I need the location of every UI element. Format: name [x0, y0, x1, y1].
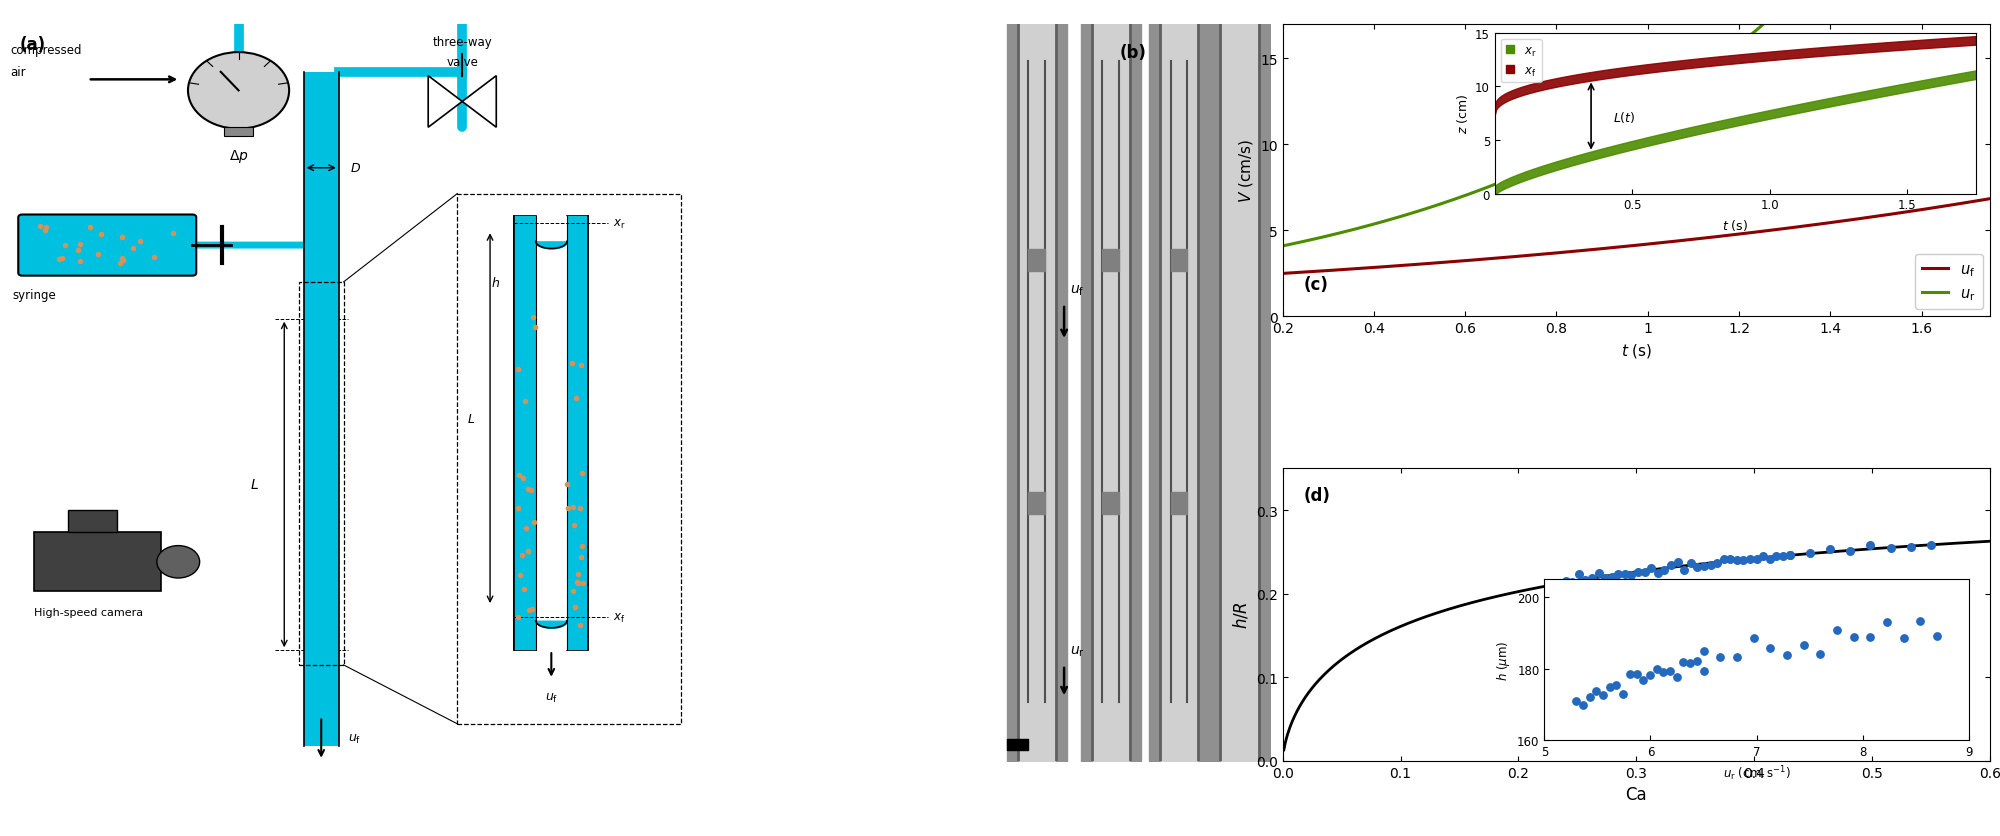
Point: [1556, 576, 1588, 589]
Y-axis label: $V\ \rm(cm/s)$: $V\ \rm(cm/s)$: [1236, 139, 1254, 203]
Point: [1768, 550, 1800, 563]
Text: (d): (d): [1304, 487, 1330, 504]
Point: [1656, 558, 1688, 572]
Text: $u_{\rm f}$: $u_{\rm f}$: [544, 691, 558, 704]
Point: [1688, 559, 1720, 573]
Point: [1674, 557, 1706, 570]
Bar: [458, 194, 682, 724]
Point: [1714, 553, 1746, 566]
Circle shape: [188, 53, 290, 130]
Text: three-way: three-way: [432, 36, 492, 49]
Point: [1616, 569, 1648, 583]
Point: [1668, 563, 1700, 577]
Point: [1748, 549, 1780, 563]
FancyBboxPatch shape: [18, 215, 196, 277]
Bar: [34, 533, 160, 592]
Text: (a): (a): [20, 36, 46, 54]
Point: [1740, 553, 1772, 566]
Text: $u_{\rm r}$: $u_{\rm r}$: [1070, 644, 1084, 658]
Point: [1622, 566, 1654, 579]
Point: [1734, 553, 1766, 566]
Point: [1662, 556, 1694, 569]
Bar: [298, 283, 344, 665]
Point: [1636, 562, 1668, 575]
Point: [1894, 541, 1926, 554]
Y-axis label: $h/R$: $h/R$: [1232, 601, 1250, 629]
Bar: [536, 217, 566, 242]
Legend: $u_{\rm f}$, $u_{\rm r}$: $u_{\rm f}$, $u_{\rm r}$: [1914, 254, 1982, 309]
Point: [1814, 543, 1846, 556]
Text: $D$: $D$: [572, 265, 582, 278]
Point: [1708, 553, 1740, 566]
Text: High-speed camera: High-speed camera: [34, 607, 144, 617]
Text: $u_{\rm f}$: $u_{\rm f}$: [348, 732, 362, 745]
Point: [1648, 563, 1680, 577]
Point: [1682, 560, 1714, 573]
Circle shape: [156, 546, 200, 579]
Text: $u_{\rm f}$: $u_{\rm f}$: [1070, 283, 1084, 298]
Point: [1916, 538, 1948, 552]
Bar: [536, 217, 566, 650]
Point: [1874, 542, 1906, 555]
Text: compressed: compressed: [10, 43, 82, 57]
Polygon shape: [428, 77, 462, 128]
Point: [1760, 550, 1792, 563]
Text: syringe: syringe: [12, 289, 56, 302]
Text: air: air: [10, 65, 26, 79]
Text: (b): (b): [1120, 43, 1146, 62]
Point: [1854, 538, 1886, 552]
Point: [1570, 573, 1602, 587]
X-axis label: Ca: Ca: [1626, 785, 1648, 803]
Point: [1834, 544, 1866, 558]
Point: [1596, 570, 1628, 584]
Text: $d$: $d$: [572, 276, 582, 289]
Bar: [566, 217, 588, 650]
Text: $D$: $D$: [350, 162, 362, 175]
Point: [1642, 567, 1674, 580]
Text: $L$: $L$: [250, 478, 260, 492]
Bar: [536, 621, 566, 650]
Point: [1608, 568, 1640, 581]
Point: [1582, 567, 1614, 580]
Point: [1774, 549, 1806, 563]
Point: [1602, 568, 1634, 581]
Text: $x_{\rm f}$: $x_{\rm f}$: [612, 611, 624, 624]
Bar: [514, 217, 536, 650]
Point: [1728, 554, 1760, 568]
Point: [1628, 565, 1660, 579]
Text: $L$: $L$: [468, 412, 476, 426]
Text: $x_{\rm r}$: $x_{\rm r}$: [612, 217, 626, 230]
Point: [1694, 558, 1726, 572]
Point: [1702, 557, 1734, 570]
Bar: [566, 217, 588, 650]
X-axis label: $t\ \rm(s)$: $t\ \rm(s)$: [1620, 341, 1652, 359]
Point: [1720, 553, 1752, 567]
Point: [1562, 568, 1594, 581]
Polygon shape: [462, 77, 496, 128]
Point: [1550, 575, 1582, 589]
Point: [1794, 547, 1826, 560]
Bar: [304, 73, 338, 746]
Point: [1774, 548, 1806, 562]
Text: $u_{\rm r}$: $u_{\rm r}$: [534, 279, 546, 292]
Bar: [68, 511, 116, 533]
Text: $\Delta p$: $\Delta p$: [228, 148, 248, 165]
Point: [1576, 572, 1608, 585]
Text: valve: valve: [446, 56, 478, 69]
Bar: [514, 217, 536, 650]
Point: [1754, 553, 1786, 566]
Point: [1590, 572, 1622, 585]
Text: (c): (c): [1304, 276, 1328, 293]
Text: $h$: $h$: [490, 276, 500, 289]
Bar: [224, 128, 254, 137]
